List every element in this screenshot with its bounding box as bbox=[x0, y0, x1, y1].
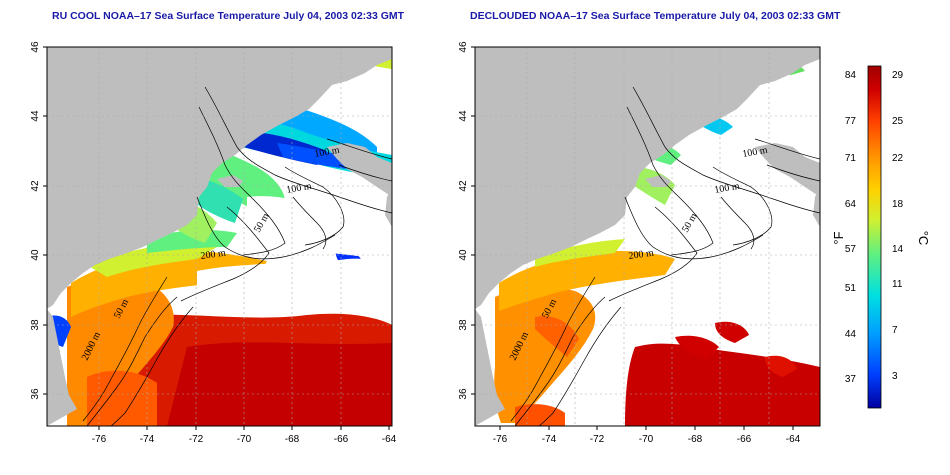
x-tick-label: -64 bbox=[382, 434, 397, 445]
colorbar-c-tick: 7 bbox=[892, 325, 898, 336]
contour-label: 200 m bbox=[628, 248, 655, 262]
contour-label: 100 m bbox=[742, 145, 769, 160]
y-tick-label: 36 bbox=[30, 388, 41, 400]
contour-label: 100 m bbox=[314, 145, 341, 160]
x-tick-label: -72 bbox=[189, 434, 204, 445]
x-tick-label: -76 bbox=[493, 434, 508, 445]
map-frame bbox=[46, 46, 393, 427]
colorbar-c-tick: 14 bbox=[892, 244, 904, 255]
sst-field-declouded bbox=[494, 62, 820, 426]
x-tick-label: -74 bbox=[542, 434, 557, 445]
y-tick-label: 40 bbox=[30, 249, 41, 261]
y-tick-label: 42 bbox=[458, 180, 469, 192]
colorbar-c-tick: 11 bbox=[892, 279, 903, 290]
y-tick-label: 42 bbox=[30, 180, 41, 192]
colorbar-c-tick: 3 bbox=[892, 371, 898, 382]
x-tick-label: -64 bbox=[786, 434, 801, 445]
colorbar-c-tick: 22 bbox=[892, 153, 904, 164]
map-title-raw: RU COOL NOAA–17 Sea Surface Temperature … bbox=[52, 10, 405, 22]
x-tick-label: -74 bbox=[140, 434, 155, 445]
x-tick-label: -76 bbox=[92, 434, 107, 445]
y-tick-label: 46 bbox=[458, 41, 469, 53]
y-tick-label: 44 bbox=[30, 110, 41, 122]
colorbar-f-tick: 77 bbox=[845, 116, 857, 127]
contour-label: 100 m bbox=[286, 181, 313, 196]
x-tick-label: -72 bbox=[590, 434, 605, 445]
x-tick-label: -66 bbox=[334, 434, 349, 445]
y-tick-label: 44 bbox=[458, 110, 469, 122]
y-tick-label: 38 bbox=[458, 319, 469, 331]
y-axis-raw: 46 44 42 40 38 36 bbox=[30, 41, 47, 400]
colorbar-f-tick: 37 bbox=[845, 374, 857, 385]
x-tick-label: -70 bbox=[639, 434, 654, 445]
y-tick-label: 36 bbox=[458, 388, 469, 400]
colorbar-c-tick: 18 bbox=[892, 199, 904, 210]
sst-map-declouded: 100 m 100 m 50 m 200 m 50 m 2000 m -76 -… bbox=[458, 41, 821, 445]
colorbar-c-scale: 29 25 22 18 14 11 7 3 bbox=[892, 70, 904, 382]
contour-label: 100 m bbox=[714, 181, 741, 196]
x-tick-label: -68 bbox=[688, 434, 703, 445]
colorbar-f-tick: 51 bbox=[845, 283, 857, 294]
contour-label: 200 m bbox=[200, 248, 227, 262]
x-axis-declouded: -76 -74 -72 -70 -68 -66 -64 bbox=[493, 426, 801, 445]
y-axis-declouded: 46 44 42 40 38 36 bbox=[458, 41, 475, 400]
colorbar-f-tick: 44 bbox=[845, 329, 857, 340]
colorbar-c-tick: 25 bbox=[892, 116, 904, 127]
colorbar: 84 77 71 64 57 51 44 37 29 25 22 18 14 1… bbox=[831, 65, 931, 409]
colorbar-unit-celsius: °C bbox=[916, 231, 931, 246]
x-axis-raw: -76 -74 -72 -70 -68 -66 -64 bbox=[92, 426, 397, 445]
colorbar-f-tick: 57 bbox=[845, 244, 857, 255]
map-title-declouded: DECLOUDED NOAA–17 Sea Surface Temperatur… bbox=[470, 10, 841, 22]
x-tick-label: -70 bbox=[237, 434, 252, 445]
colorbar-unit-fahrenheit: °F bbox=[831, 231, 846, 244]
y-tick-label: 46 bbox=[30, 41, 41, 53]
map-frame bbox=[474, 46, 821, 427]
colorbar-f-tick: 71 bbox=[845, 153, 857, 164]
colorbar-f-tick: 84 bbox=[845, 70, 857, 81]
y-tick-label: 40 bbox=[458, 249, 469, 261]
sst-map-raw: 100 m 100 m 50 m 200 m 50 m 2000 m -76 -… bbox=[30, 41, 397, 445]
colorbar-f-tick: 64 bbox=[845, 199, 857, 210]
y-tick-label: 38 bbox=[30, 319, 41, 331]
colorbar-c-tick: 29 bbox=[892, 70, 904, 81]
colorbar-gradient bbox=[867, 65, 882, 409]
colorbar-f-scale: 84 77 71 64 57 51 44 37 bbox=[845, 70, 857, 385]
x-tick-label: -66 bbox=[737, 434, 752, 445]
x-tick-label: -68 bbox=[285, 434, 300, 445]
